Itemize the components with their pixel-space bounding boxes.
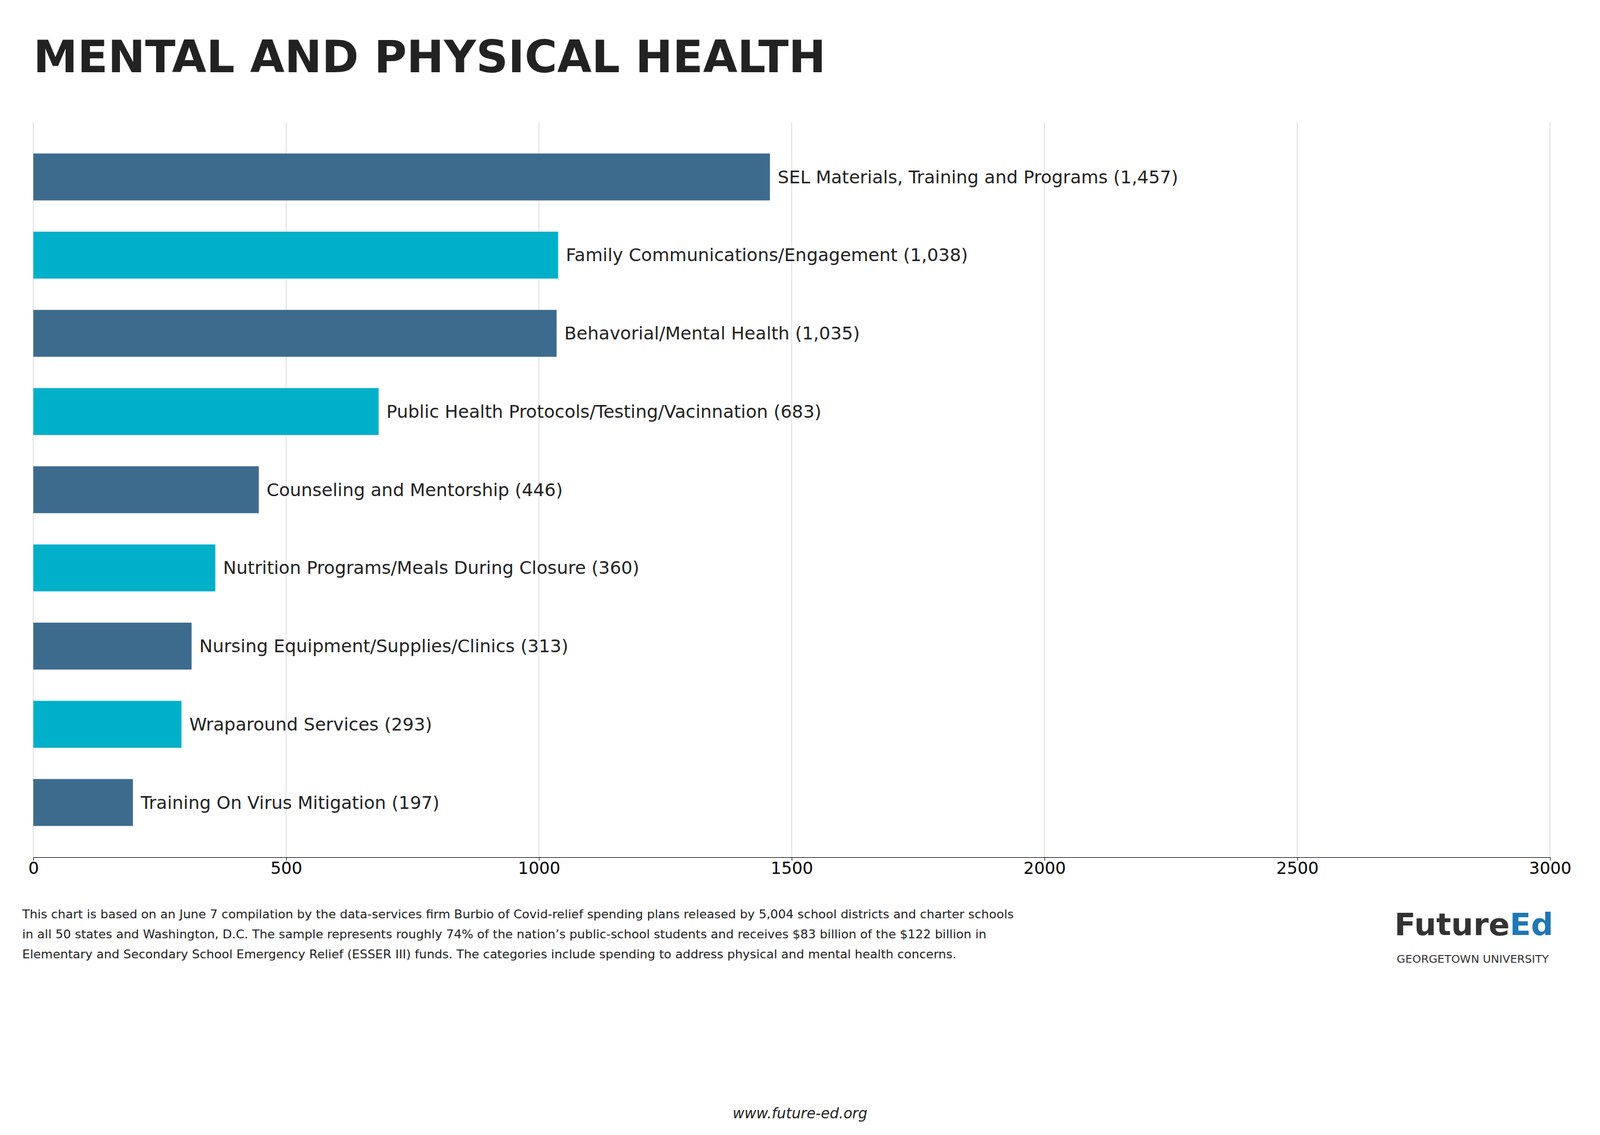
bar bbox=[33, 310, 557, 357]
category-label: Nursing Equipment/Supplies/Clinics (313) bbox=[199, 635, 569, 657]
title: MENTAL AND PHYSICAL HEALTH bbox=[33, 31, 827, 83]
x-tick-label: 2500 bbox=[1276, 858, 1319, 878]
x-tick-label: 1000 bbox=[517, 858, 560, 878]
bar bbox=[33, 701, 182, 748]
x-axis: 0 500 1000 1500 2000 2500 3000 bbox=[28, 857, 1572, 878]
bar bbox=[33, 466, 259, 513]
category-label: SEL Materials, Training and Programs (1,… bbox=[777, 166, 1179, 188]
category-label: Family Communications/Engagement (1,038) bbox=[566, 244, 969, 266]
grid bbox=[33, 122, 1550, 858]
x-tick-label: 2000 bbox=[1023, 858, 1066, 878]
x-tick: 1500 bbox=[770, 857, 813, 878]
x-tick-label: 500 bbox=[270, 858, 303, 878]
grid-line bbox=[1296, 122, 1298, 858]
x-tick-label: 1500 bbox=[770, 858, 813, 878]
x-tick: 2500 bbox=[1276, 857, 1319, 878]
website: www.future-ed.org bbox=[732, 1105, 868, 1122]
x-tick: 500 bbox=[270, 857, 303, 878]
bar bbox=[33, 388, 379, 435]
bar bbox=[33, 778, 133, 826]
category-label: Behavorial/Mental Health (1,035) bbox=[564, 322, 860, 344]
logo-part: Ed bbox=[1510, 906, 1554, 943]
category-label: Counseling and Mentorship (446) bbox=[266, 479, 563, 501]
logo-part: Future bbox=[1394, 906, 1510, 943]
footer: This chart is based on an June 7 compila… bbox=[21, 906, 1554, 1122]
affiliation: GEORGETOWN UNIVERSITY bbox=[1396, 952, 1549, 966]
grid-line bbox=[1549, 122, 1551, 858]
x-tick: 1000 bbox=[517, 857, 560, 878]
category-label: Wraparound Services (293) bbox=[189, 713, 433, 735]
logo: FutureEd bbox=[1394, 906, 1554, 943]
footnote: This chart is based on an June 7 compila… bbox=[21, 907, 1014, 962]
x-tick: 0 bbox=[28, 857, 39, 878]
grid-line bbox=[1043, 122, 1045, 858]
category-label: Training On Virus Mitigation (197) bbox=[140, 792, 440, 814]
bar bbox=[33, 231, 559, 279]
bar bbox=[33, 153, 770, 200]
category-labels: SEL Materials, Training and Programs (1,… bbox=[140, 166, 1178, 814]
x-tick: 3000 bbox=[1528, 857, 1572, 878]
x-tick-label: 0 bbox=[28, 858, 39, 878]
bar bbox=[33, 544, 216, 592]
footnote-line: Elementary and Secondary School Emergenc… bbox=[22, 947, 957, 962]
footnote-line: in all 50 states and Washington, D.C. Th… bbox=[22, 927, 987, 942]
x-tick: 2000 bbox=[1023, 857, 1066, 878]
x-tick-label: 3000 bbox=[1528, 858, 1572, 878]
category-label: Nutrition Programs/Meals During Closure … bbox=[223, 557, 640, 579]
bar bbox=[33, 622, 192, 670]
chart: MENTAL AND PHYSICAL HEALTH SEL Materials,… bbox=[0, 0, 1600, 1135]
category-label: Public Health Protocols/Testing/Vacinnat… bbox=[386, 401, 822, 423]
grid-line bbox=[791, 122, 793, 858]
footnote-line: This chart is based on an June 7 compila… bbox=[21, 907, 1014, 922]
